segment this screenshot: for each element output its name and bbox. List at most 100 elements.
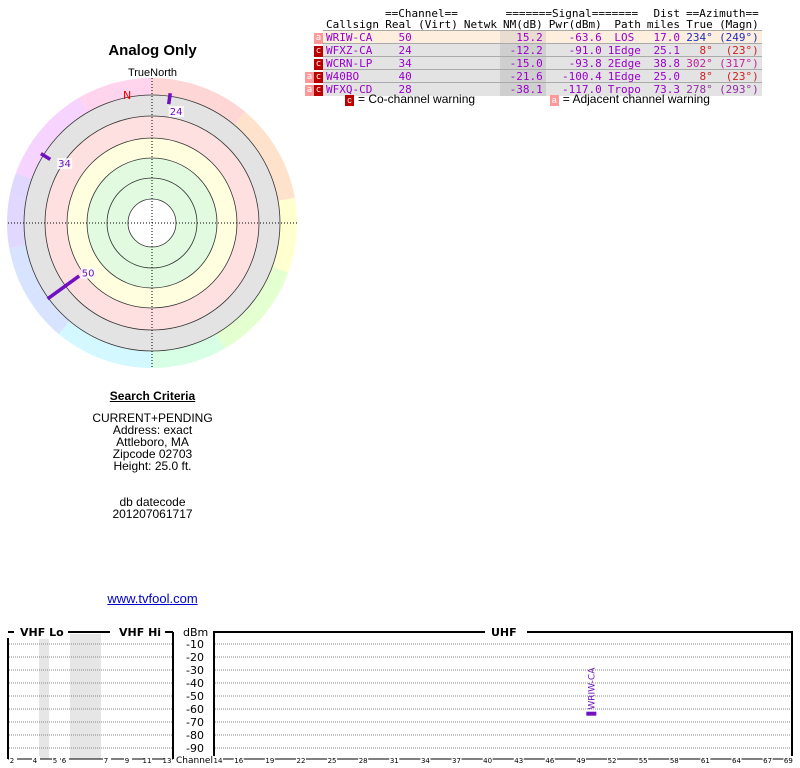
uhf-channel-tick: 43 [514, 757, 523, 765]
station-marker[interactable] [166, 93, 172, 105]
station-label: 50 [82, 269, 95, 280]
db-label: db datecode [119, 495, 186, 509]
signal-bar[interactable] [586, 711, 597, 716]
tick-bg [544, 756, 555, 763]
cell-virt [414, 56, 461, 70]
tick-bg [513, 756, 524, 763]
dbm-tick: -90 [186, 742, 204, 755]
cell-magn: (23°) [715, 69, 762, 83]
vhf-channel-tick: 6 [62, 757, 67, 765]
dbm-tick: -50 [186, 690, 204, 703]
dbm-tick: -10 [186, 638, 204, 651]
uhf-label: UHF [491, 626, 517, 639]
column-header: (Magn) [719, 18, 759, 31]
dbm-tick: -80 [186, 729, 204, 742]
uhf-channel-tick: 22 [296, 757, 305, 765]
co-channel-icon: c [345, 95, 354, 106]
tick-bg [103, 756, 111, 763]
tick-bg [420, 756, 431, 763]
uhf-channel-tick: 37 [452, 757, 461, 765]
warning-cell: c [305, 43, 323, 57]
station-marker[interactable] [39, 152, 52, 161]
cell-real: 24 [381, 43, 415, 57]
uhf-channel-tick: 28 [359, 757, 368, 765]
vhf-channel-tick: 13 [163, 757, 172, 765]
uhf-channel-tick: 61 [701, 757, 710, 765]
uhf-channel-tick: 58 [670, 757, 679, 765]
cell-miles: 38.8 [643, 56, 683, 70]
tick-bg [164, 756, 172, 763]
station-marker[interactable] [46, 274, 81, 301]
cell-true: 234° [682, 30, 716, 44]
label-bg [487, 626, 521, 639]
tick-bg [451, 756, 462, 763]
adjacent-warning-icon: a [305, 71, 314, 83]
cell-magn: (23°) [715, 43, 762, 57]
station-label: 34 [58, 159, 71, 170]
table-row[interactable]: a c W40BO 40 -21.6 -100.4 1Edge 25.0 8° (23°) [305, 69, 762, 83]
uhf-channel-tick: 19 [265, 757, 274, 765]
tick-bg [358, 756, 369, 763]
tick-bg [638, 756, 649, 763]
cell-netwk [460, 43, 500, 57]
cell-real: 34 [381, 56, 415, 70]
group-channel: ==Channel== [384, 7, 458, 20]
uhf-channel-tick: 40 [483, 757, 492, 765]
tick-bg [607, 756, 618, 763]
cell-path: LOS [604, 30, 644, 44]
vhf-channel-tick: 9 [125, 757, 129, 765]
cell-path: 1Edge [604, 69, 644, 83]
tick-bg [389, 756, 400, 763]
cell-callsign: W40BO [323, 69, 382, 83]
uhf-channel-tick: 64 [732, 757, 741, 765]
table-row[interactable]: a WRIW-CA 50 15.2 -63.6 LOS 17.0 234° (249°) [305, 30, 762, 44]
adjacent-warning-icon: a [314, 32, 323, 44]
tick-bg [295, 756, 306, 763]
tick-bg [61, 756, 69, 763]
signal-bar-label: WRIW-CA [587, 667, 597, 710]
vhf-channel-tick: 11 [143, 757, 152, 765]
co-channel-warning-icon: c [314, 58, 323, 70]
station-label-bg [168, 106, 184, 118]
spectrum-chart: -10-20-30-40-50-60-70-80-90 VHF Lo VHF Hi U… [7, 626, 794, 766]
tick-bg [213, 756, 223, 763]
cell-nm: -15.0 [499, 56, 546, 70]
cell-miles: 25.0 [643, 69, 683, 83]
cell-callsign: WCRN-LP [323, 56, 382, 70]
uhf-channel-tick: 25 [328, 757, 337, 765]
cell-netwk [460, 69, 500, 83]
column-header: Pwr(dBm) [548, 18, 602, 31]
cell-callsign: WRIW-CA [323, 30, 382, 44]
uhf-frame [213, 631, 793, 759]
tick-bg [124, 756, 132, 763]
table-row[interactable]: a c WFXQ-CD 28 -38.1 -117.0 Tropo 73.3 278° (293°… [305, 82, 762, 96]
cell-nm: -38.1 [499, 82, 546, 96]
table-row[interactable]: c WFXZ-CA 24 -12.2 -91.0 1Edge 25.1 8° (23°) [305, 43, 762, 57]
dbm-tick: -70 [186, 716, 204, 729]
cell-nm: -12.2 [499, 43, 546, 57]
cell-miles: 73.3 [643, 82, 683, 96]
cell-magn: (317°) [715, 56, 762, 70]
cell-miles: 25.1 [643, 43, 683, 57]
tvfool-link[interactable]: www.tvfool.com [107, 591, 198, 606]
column-header: Path [614, 18, 641, 31]
cell-magn: (293°) [715, 82, 762, 96]
criteria-line: Zipcode 02703 [112, 447, 193, 461]
cell-pwr: -100.4 [545, 69, 605, 83]
uhf-channel-tick: 14 [214, 757, 223, 765]
cell-real: 40 [381, 69, 415, 83]
criteria-line: Attleboro, MA [116, 435, 189, 449]
criteria-heading: Search Criteria [109, 389, 196, 403]
dbm-label: dBm [183, 626, 208, 639]
uhf-channel-tick: 52 [608, 757, 617, 765]
tick-bg [264, 756, 275, 763]
table-row[interactable]: c WCRN-LP 34 -15.0 -93.8 2Edge 38.8 302° (317°) [305, 56, 762, 70]
adjacent-channel-label: = Adjacent channel warning [562, 92, 710, 106]
uhf-channel-tick: 69 [784, 757, 793, 765]
cell-path: 2Edge [604, 56, 644, 70]
tick-bg [669, 756, 680, 763]
channel-label: Channel [176, 756, 213, 766]
cell-virt [414, 30, 461, 44]
